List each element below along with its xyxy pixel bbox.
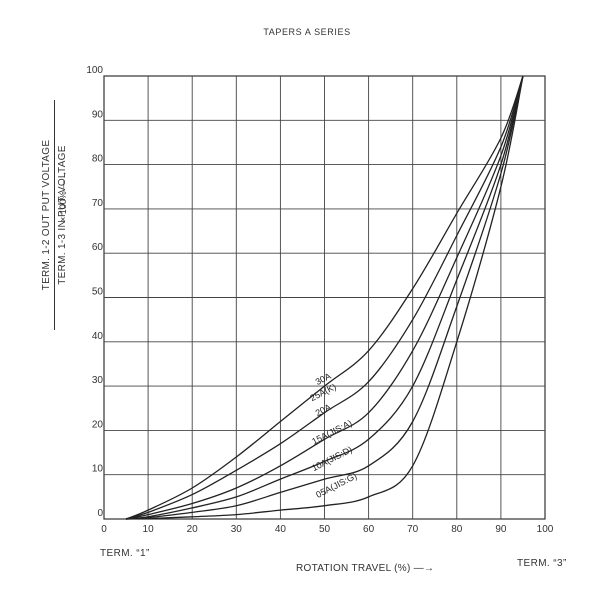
chart-title: TAPERS A SERIES (263, 27, 351, 37)
x-tick-label: 80 (451, 524, 463, 535)
x-tick-label: 30 (231, 524, 243, 535)
series-line (125, 75, 524, 520)
series-line (125, 75, 524, 520)
x-axis-label: ROTATION TRAVEL (%) —→ (296, 563, 435, 574)
series-line (125, 75, 524, 520)
y-tick-label: 70 (92, 198, 104, 209)
x-tick-label: 70 (407, 524, 419, 535)
series-line (125, 75, 524, 520)
term-1-label: TERM. “1” (100, 548, 150, 559)
y-tick-label: 30 (92, 375, 104, 386)
y-tick-label: 90 (92, 109, 104, 120)
x-tick-label: 10 (143, 524, 155, 535)
y-tick-label: 100 (86, 65, 103, 76)
x-tick-label: 90 (495, 524, 507, 535)
series-line (125, 75, 524, 520)
y-tick-label: 10 (92, 464, 104, 475)
x-tick-label: 100 (537, 524, 554, 535)
x-tick-label: 40 (275, 524, 287, 535)
x-tick-label: 0 (101, 524, 107, 535)
series-line (125, 75, 524, 520)
x-tick-label: 20 (187, 524, 199, 535)
y-tick-label: 20 (92, 419, 104, 430)
series-label: 10A(JIS:D) (310, 444, 354, 473)
y-tick-label: 50 (92, 287, 104, 298)
y-axis-label-numerator: TERM. 1-2 OUT PUT VOLTAGE (41, 100, 55, 330)
series-label: 25A(K) (308, 381, 338, 403)
y-tick-label: 40 (92, 331, 104, 342)
y-tick-label: 0 (97, 508, 103, 519)
y-tick-label: 80 (92, 154, 104, 165)
x-tick-label: 60 (363, 524, 375, 535)
series-label: 20A (314, 402, 333, 418)
x-tick-label: 50 (319, 524, 331, 535)
term-3-label: TERM. “3” (517, 558, 567, 569)
y-axis-unit: × 100% —→ (58, 170, 68, 222)
series-label: 15A(JIS:A) (310, 418, 353, 447)
y-tick-label: 60 (92, 242, 104, 253)
